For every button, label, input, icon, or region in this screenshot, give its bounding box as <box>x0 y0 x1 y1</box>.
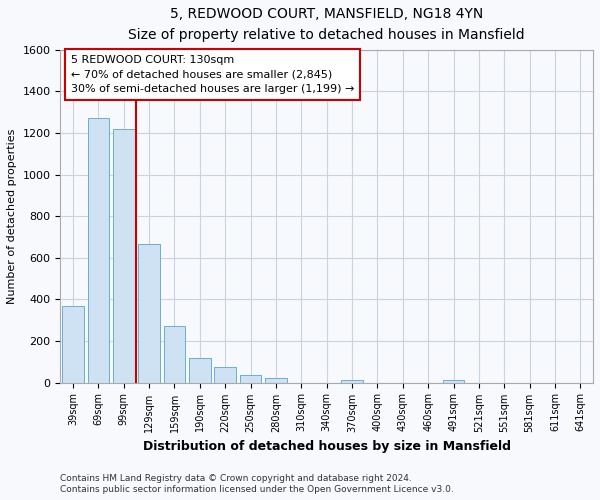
Text: 5 REDWOOD COURT: 130sqm
← 70% of detached houses are smaller (2,845)
30% of semi: 5 REDWOOD COURT: 130sqm ← 70% of detache… <box>71 54 355 94</box>
Bar <box>214 367 236 382</box>
Y-axis label: Number of detached properties: Number of detached properties <box>7 128 17 304</box>
Bar <box>62 306 84 382</box>
Title: 5, REDWOOD COURT, MANSFIELD, NG18 4YN
Size of property relative to detached hous: 5, REDWOOD COURT, MANSFIELD, NG18 4YN Si… <box>128 7 525 42</box>
Bar <box>139 244 160 382</box>
Text: Contains public sector information licensed under the Open Government Licence v3: Contains public sector information licen… <box>60 486 454 494</box>
Bar <box>443 380 464 382</box>
Bar <box>341 380 363 382</box>
Bar <box>240 374 262 382</box>
X-axis label: Distribution of detached houses by size in Mansfield: Distribution of detached houses by size … <box>143 440 511 453</box>
Text: Contains HM Land Registry data © Crown copyright and database right 2024.: Contains HM Land Registry data © Crown c… <box>60 474 412 483</box>
Bar <box>265 378 287 382</box>
Bar <box>113 128 134 382</box>
Bar <box>164 326 185 382</box>
Bar <box>88 118 109 382</box>
Bar <box>189 358 211 382</box>
